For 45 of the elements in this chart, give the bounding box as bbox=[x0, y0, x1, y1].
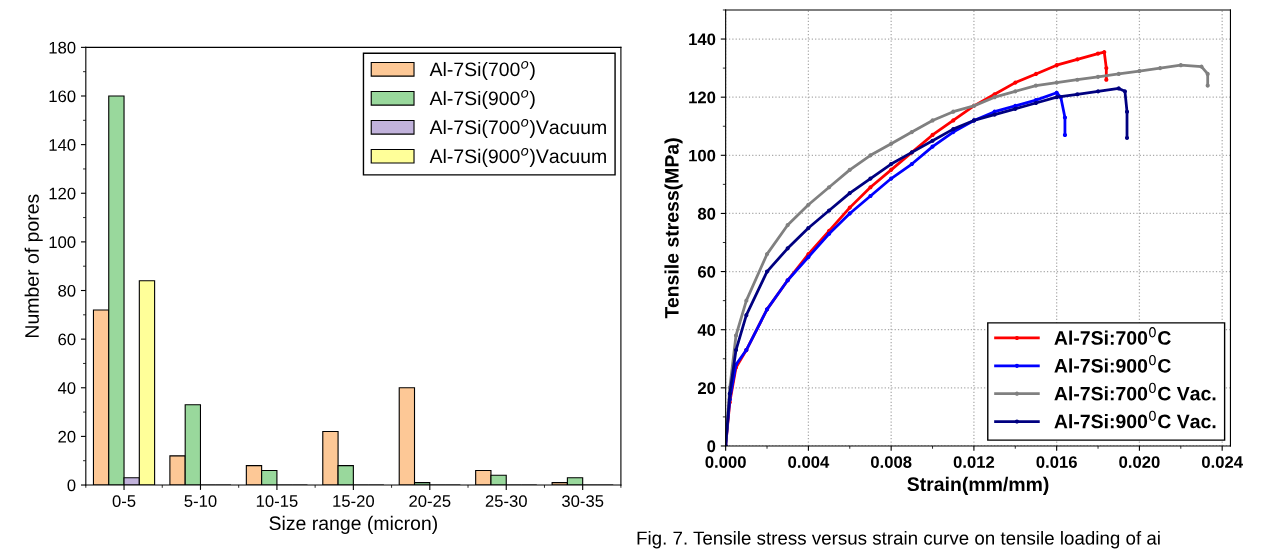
y-tick-label: 160 bbox=[49, 90, 76, 103]
x-tick-label: 10-15 bbox=[256, 495, 298, 507]
legend-label: Al-7Si(900$^{o}$) bbox=[429, 89, 535, 110]
y-tick-label: 140 bbox=[49, 139, 76, 151]
x-tick-label: 0-5 bbox=[112, 495, 136, 507]
y-tick-label: 80 bbox=[697, 207, 716, 220]
legend-label: Al-7Si:700$^{0}$C bbox=[1054, 327, 1171, 345]
y-tick-label: 60 bbox=[58, 333, 76, 346]
y-tick-label: 0 bbox=[67, 479, 76, 492]
x-tick-label: 20-25 bbox=[409, 495, 451, 507]
y-tick-label: 20 bbox=[58, 430, 76, 443]
legend-label: Al-7Si(700$^{o}$)Vacuum bbox=[429, 118, 606, 139]
x-tick-label: 5-10 bbox=[184, 495, 217, 507]
y-tick-label: 40 bbox=[697, 324, 716, 336]
x-axis-title: Size range (micron) bbox=[269, 515, 437, 534]
y-tick-label: 120 bbox=[49, 187, 76, 200]
x-axis-title: Strain(mm/mm) bbox=[907, 476, 1049, 495]
y-tick-label: 180 bbox=[49, 41, 76, 54]
x-tick-label: 15-20 bbox=[333, 495, 375, 507]
x-tick-label: 25-30 bbox=[485, 495, 527, 507]
y-tick-label: 100 bbox=[689, 149, 716, 162]
x-tick-label: 0.016 bbox=[1036, 456, 1077, 468]
legend-label: Al-7Si:700$^{0}$C Vac. bbox=[1054, 382, 1216, 401]
x-tick-label: 30-35 bbox=[562, 495, 604, 507]
y-tick-label: 100 bbox=[49, 236, 76, 249]
x-tick-label: 0.004 bbox=[788, 456, 830, 468]
legend-label: Al-7Si:900$^{0}$C bbox=[1054, 354, 1171, 373]
caption: Fig. 7. Tensile stress versus strain curve on tensile loading of ai bbox=[637, 530, 1160, 549]
y-axis-title: Number of pores bbox=[24, 194, 43, 338]
y-tick-label: 40 bbox=[57, 382, 76, 394]
x-tick-label: 0.000 bbox=[705, 456, 746, 468]
y-axis-title: Tensile stress(MPa) bbox=[664, 138, 683, 319]
x-tick-label: 0.012 bbox=[953, 456, 995, 468]
y-tick-label: 120 bbox=[689, 91, 716, 104]
y-tick-label: 20 bbox=[697, 382, 716, 395]
legend-label: Al-7Si:900$^{0}$C Vac. bbox=[1054, 410, 1216, 429]
y-tick-label: 80 bbox=[58, 284, 76, 297]
y-tick-label: 0 bbox=[707, 440, 716, 453]
y-tick-label: 140 bbox=[689, 33, 716, 46]
legend-label: Al-7Si(900$^{o}$)Vacuum bbox=[429, 147, 606, 167]
x-tick-label: 0.020 bbox=[1119, 456, 1160, 468]
y-tick-label: 60 bbox=[698, 265, 716, 278]
x-tick-label: 0.024 bbox=[1201, 456, 1243, 468]
legend-label: Al-7Si(700$^{o}$) bbox=[429, 60, 535, 81]
x-tick-label: 0.008 bbox=[870, 456, 912, 468]
